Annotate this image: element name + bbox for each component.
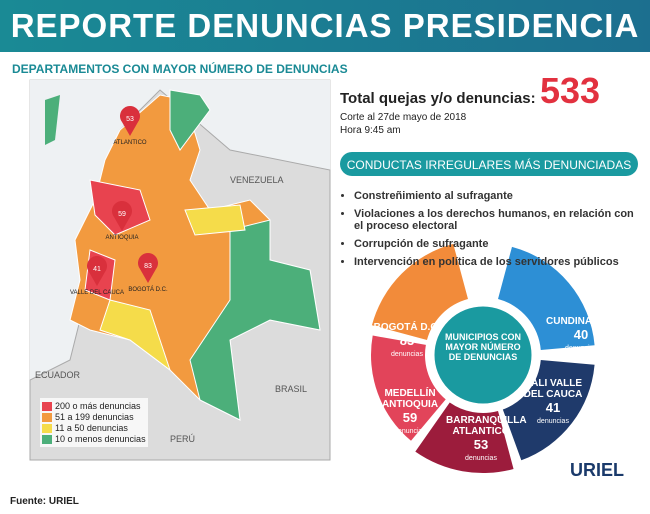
segment-label: BARRANQUILLA ATLANTICO 53 denuncias	[446, 415, 527, 464]
ring-segment	[415, 402, 514, 473]
ring-segment	[498, 246, 595, 350]
pin-marker	[112, 201, 133, 231]
logo: URIEL	[570, 460, 624, 480]
total: 533	[540, 70, 601, 111]
country-label: BRASIL	[275, 384, 307, 394]
segment-value: 83	[399, 333, 415, 348]
legend-label: 51 a 199 denuncias	[55, 412, 134, 422]
segment-label: MEDELLÍN ANTIOQUIA 59 denuncias	[375, 388, 445, 437]
legend: 200 o más denuncias 51 a 199 denuncias 11 …	[40, 398, 148, 447]
legend-item: 11 a 50 denuncias	[42, 423, 146, 433]
pin: 53 ATLANTICO	[113, 106, 147, 146]
segment-unit: denuncias	[565, 345, 597, 352]
pin-label: VALLE DEL CAUCA	[70, 290, 124, 296]
legend-swatch	[42, 423, 52, 433]
pin-value: 53	[126, 116, 134, 123]
segment-value: 59	[402, 410, 418, 425]
conduct-item: Violaciones a los derechos humanos, en r…	[354, 208, 644, 232]
legend-swatch	[42, 412, 52, 422]
segment-name: CALI VALLE DEL CAUCA	[523, 378, 583, 400]
region-yellow	[99, 299, 171, 372]
legend-swatch	[42, 434, 52, 444]
time: Hora 9:45 am	[340, 125, 401, 136]
legend-item: 10 o menos denuncias	[42, 434, 146, 444]
legend-label: 10 o menos denuncias	[55, 434, 146, 444]
segment-name: BOGOTÁ D.C.	[373, 322, 441, 333]
total-label: Total quejas y/o denuncias:	[340, 90, 536, 107]
country-label: VENEZUELA	[230, 175, 284, 185]
pin-value: 59	[118, 211, 126, 218]
islands	[45, 95, 60, 145]
region-green	[169, 89, 211, 151]
legend-swatch	[42, 401, 52, 411]
conduct-item: Constreñimiento al sufragante	[354, 190, 644, 202]
pin: 41 VALLE DEL CAUCA	[70, 256, 124, 296]
conduct-item: Corrupción de sufragante	[354, 238, 644, 250]
region-green	[189, 219, 321, 421]
pin-marker	[138, 252, 158, 283]
country-label: PERÚ	[170, 434, 195, 444]
segment-unit: denuncias	[465, 455, 497, 462]
pin-value: 83	[144, 263, 152, 270]
segment-name: BARRANQUILLA ATLANTICO	[446, 415, 527, 437]
pin-label: BOGOTÁ D.C.	[128, 286, 168, 293]
pin: 59 ANTIOQUIA	[105, 201, 139, 241]
pin: 83 BOGOTÁ D.C.	[128, 252, 168, 293]
segment-unit: denuncias	[537, 418, 569, 425]
legend-item: 51 a 199 denuncias	[42, 412, 146, 422]
segment-value: 40	[573, 327, 589, 342]
legend-label: 200 o más denuncias	[55, 401, 141, 411]
center-circle	[431, 303, 535, 407]
center-text: MUNICIPIOS CON MAYOR NÚMERO DE DENUNCIAS	[444, 332, 521, 362]
legend-item: 200 o más denuncias	[42, 401, 146, 411]
segment-unit: denuncias	[394, 428, 426, 435]
segment-value: 53	[473, 437, 489, 452]
segment-label: CUNDINAMARCA 40 denuncias	[546, 316, 630, 354]
segment-label: BOGOTÁ D.C. 83 denuncias	[372, 322, 442, 360]
ring-segment	[502, 360, 595, 461]
cutoff: Corte al 27de mayo de 2018	[340, 112, 467, 123]
conducts-list: Constreñimiento al sufragante Violaciones…	[338, 190, 644, 274]
segment-name: MEDELLÍN ANTIOQUIA	[381, 388, 439, 410]
pin-value: 41	[93, 266, 101, 273]
source: Fuente: URIEL	[10, 496, 79, 507]
pin-label: ATLANTICO	[113, 140, 147, 146]
region-yellow	[184, 204, 246, 236]
pin-label: ANTIOQUIA	[105, 235, 138, 241]
pin-marker	[120, 106, 140, 136]
conduct-item: Intervención en política de los servidor…	[354, 256, 644, 268]
header-title: REPORTE DENUNCIAS PRESIDENCIA	[0, 0, 650, 52]
ring-segment	[371, 243, 468, 340]
segment-name: CUNDINAMARCA	[546, 316, 630, 327]
conducts-banner	[340, 152, 638, 176]
ring-segment	[371, 335, 446, 441]
legend-label: 11 a 50 denuncias	[55, 423, 128, 433]
conducts-title: CONDUCTAS IRREGULARES MÁS DENUNCIADAS	[346, 158, 632, 172]
segment-label: CALI VALLE DEL CAUCA 41 denuncias	[518, 378, 588, 427]
country-label: ECUADOR	[35, 370, 81, 380]
segment-value: 41	[545, 400, 561, 415]
map-title: DEPARTAMENTOS CON MAYOR NÚMERO DE DENUNC…	[12, 62, 348, 76]
segment-unit: denuncias	[391, 351, 423, 358]
pin-marker	[87, 256, 108, 286]
